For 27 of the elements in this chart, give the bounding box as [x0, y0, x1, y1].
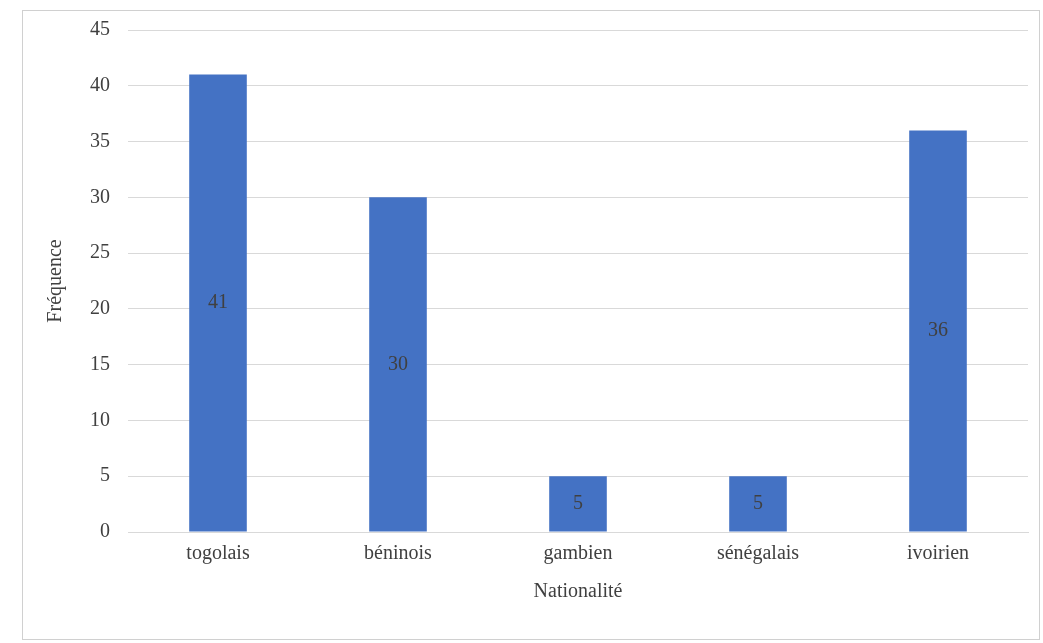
data-label: 36	[928, 318, 948, 341]
y-tick-label: 35	[90, 128, 110, 151]
y-tick-label: 15	[90, 351, 110, 374]
y-tick-label: 45	[90, 17, 110, 40]
x-tick-label: togolais	[186, 541, 250, 565]
y-tick-label: 25	[90, 240, 110, 263]
bar	[909, 130, 967, 532]
x-tick-label: ivoirien	[906, 541, 970, 564]
x-tick-label: sénégalais	[716, 541, 800, 565]
x-axis-title: Nationalité	[533, 579, 623, 602]
y-tick-label: 40	[90, 73, 110, 96]
y-tick-label: 20	[90, 296, 110, 319]
y-tick-label: 10	[90, 407, 110, 430]
y-tick-label: 0	[100, 519, 110, 542]
bar	[729, 476, 787, 532]
y-tick-label: 30	[90, 184, 110, 207]
x-tick-label: gambien	[543, 541, 613, 565]
y-tick-label: 5	[100, 463, 110, 486]
data-label: 5	[753, 491, 763, 514]
y-axis-title: Fréquence	[43, 239, 67, 323]
data-label: 41	[208, 290, 228, 313]
bar	[189, 74, 247, 532]
bar	[549, 476, 607, 532]
data-label: 30	[388, 351, 408, 374]
data-label: 5	[573, 491, 583, 514]
x-tick-label: béninois	[364, 541, 433, 564]
bar	[369, 197, 427, 532]
